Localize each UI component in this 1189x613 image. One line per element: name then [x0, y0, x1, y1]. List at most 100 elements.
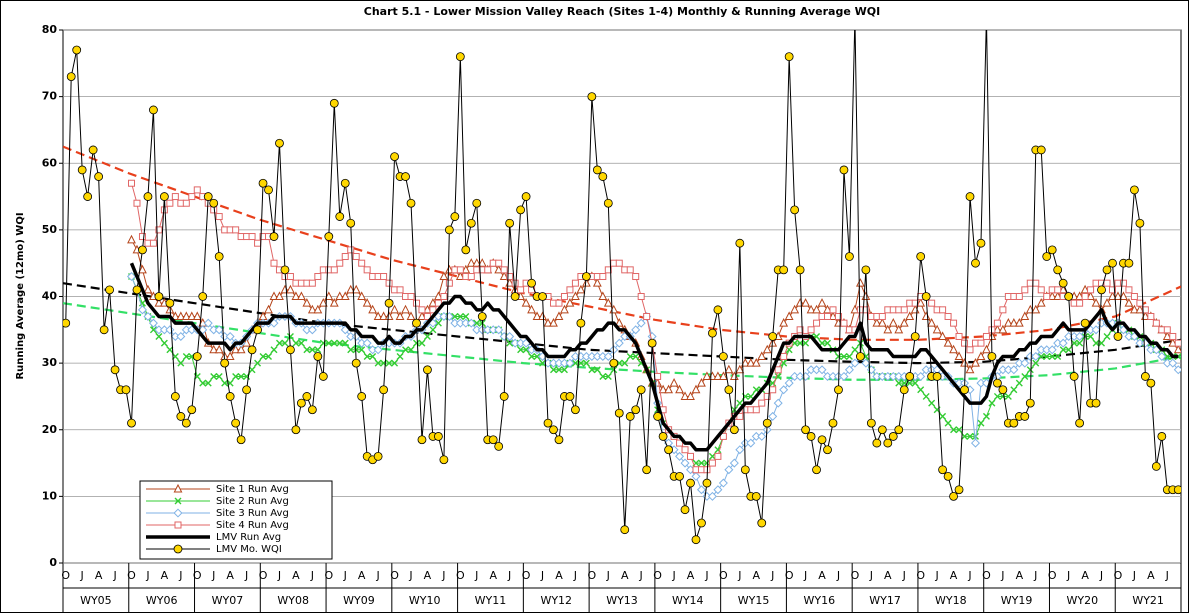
- square-marker: [128, 179, 136, 187]
- square-marker: [977, 339, 985, 347]
- square-marker: [966, 346, 974, 354]
- x-marker: [297, 339, 305, 347]
- x-tick-label: A: [687, 569, 695, 582]
- circle-marker: [932, 372, 942, 381]
- circle-marker: [587, 92, 597, 102]
- circle-marker: [499, 392, 509, 401]
- circle-marker: [729, 425, 739, 435]
- x-marker: [254, 359, 262, 367]
- x-tick-label: O: [193, 569, 202, 582]
- x-tick-label: J: [540, 569, 544, 582]
- x-tick-label: O: [1048, 569, 1057, 582]
- diamond-marker: [844, 365, 854, 375]
- square-marker: [1103, 279, 1111, 287]
- legend-label: LMV Run Avg: [216, 532, 281, 543]
- triangle-marker: [592, 278, 602, 287]
- circle-marker: [1113, 332, 1123, 341]
- triangle-marker: [373, 311, 383, 320]
- circle-marker: [373, 451, 383, 461]
- circle-marker: [99, 325, 109, 335]
- circle-marker: [488, 435, 498, 445]
- diamond-marker: [916, 371, 926, 381]
- diamond-marker: [817, 365, 827, 375]
- y-tick-label: 50: [42, 223, 58, 236]
- triangle-marker: [784, 311, 794, 320]
- x-tick-label: O: [785, 569, 794, 582]
- square-marker: [829, 306, 837, 314]
- x-marker: [582, 359, 590, 367]
- circle-marker: [960, 385, 969, 395]
- x-marker: [363, 352, 371, 360]
- trendline: [63, 282, 1181, 365]
- circle-marker: [603, 198, 613, 208]
- group-label: WY17: [869, 594, 901, 607]
- circle-marker: [165, 298, 175, 308]
- x-tick-label: J: [441, 569, 445, 582]
- circle-marker: [713, 305, 723, 315]
- circle-marker: [1036, 145, 1046, 155]
- x-marker: [473, 319, 481, 327]
- circle-marker: [390, 152, 399, 161]
- x-tick-label: J: [1099, 569, 1103, 582]
- x-marker: [834, 352, 842, 360]
- triangle-marker: [762, 344, 772, 354]
- square-marker: [560, 293, 568, 300]
- diamond-marker: [1091, 325, 1101, 335]
- circle-marker: [565, 392, 575, 401]
- x-tick-label: J: [902, 569, 906, 582]
- diamond-marker: [565, 358, 575, 368]
- triangle-marker: [949, 344, 958, 354]
- square-marker: [637, 293, 645, 300]
- circle-marker: [209, 198, 219, 208]
- triangle-marker: [324, 291, 334, 300]
- square-marker: [1163, 326, 1171, 334]
- square-marker: [719, 432, 727, 440]
- x-marker: [265, 352, 273, 360]
- x-tick-label: A: [1081, 569, 1089, 582]
- triangle-marker: [439, 271, 449, 281]
- circle-marker: [954, 485, 964, 495]
- x-marker: [971, 432, 979, 440]
- circle-marker: [417, 435, 427, 445]
- triangle-marker: [494, 264, 504, 274]
- triangle-marker: [527, 304, 536, 314]
- x-marker: [928, 399, 936, 407]
- circle-marker: [220, 358, 230, 368]
- x-tick-label: J: [277, 569, 281, 582]
- square-marker: [928, 299, 936, 307]
- square-marker: [774, 366, 782, 374]
- square-marker: [270, 259, 278, 267]
- square-marker: [878, 312, 886, 320]
- circle-marker: [203, 192, 213, 201]
- x-marker: [341, 339, 349, 347]
- group-label: WY09: [343, 594, 375, 607]
- x-marker: [160, 339, 168, 347]
- circle-marker: [855, 352, 865, 361]
- circle-marker: [505, 218, 515, 228]
- x-marker: [391, 359, 399, 367]
- triangle-marker: [428, 298, 438, 307]
- square-marker: [215, 213, 223, 221]
- square-marker: [796, 326, 804, 334]
- x-marker: [950, 426, 958, 434]
- circle-marker: [1173, 485, 1181, 495]
- x-marker: [149, 326, 157, 334]
- circle-marker: [406, 198, 416, 208]
- y-tick-label: 40: [42, 290, 58, 303]
- circle-marker: [675, 471, 684, 481]
- x-tick-label: O: [653, 569, 662, 582]
- diamond-marker: [631, 325, 641, 335]
- triangle-marker: [817, 298, 827, 307]
- square-marker: [182, 199, 190, 207]
- circle-marker: [302, 392, 312, 401]
- circle-marker: [379, 385, 389, 395]
- triangle-marker: [1119, 291, 1128, 300]
- x-marker: [418, 339, 426, 347]
- x-tick-label: J: [310, 569, 314, 582]
- x-tick-label: J: [1165, 569, 1169, 582]
- square-marker: [440, 293, 448, 300]
- diamond-marker: [675, 451, 685, 461]
- diamond-marker: [1009, 365, 1019, 375]
- triangle-marker: [269, 291, 279, 300]
- circle-marker: [324, 232, 334, 241]
